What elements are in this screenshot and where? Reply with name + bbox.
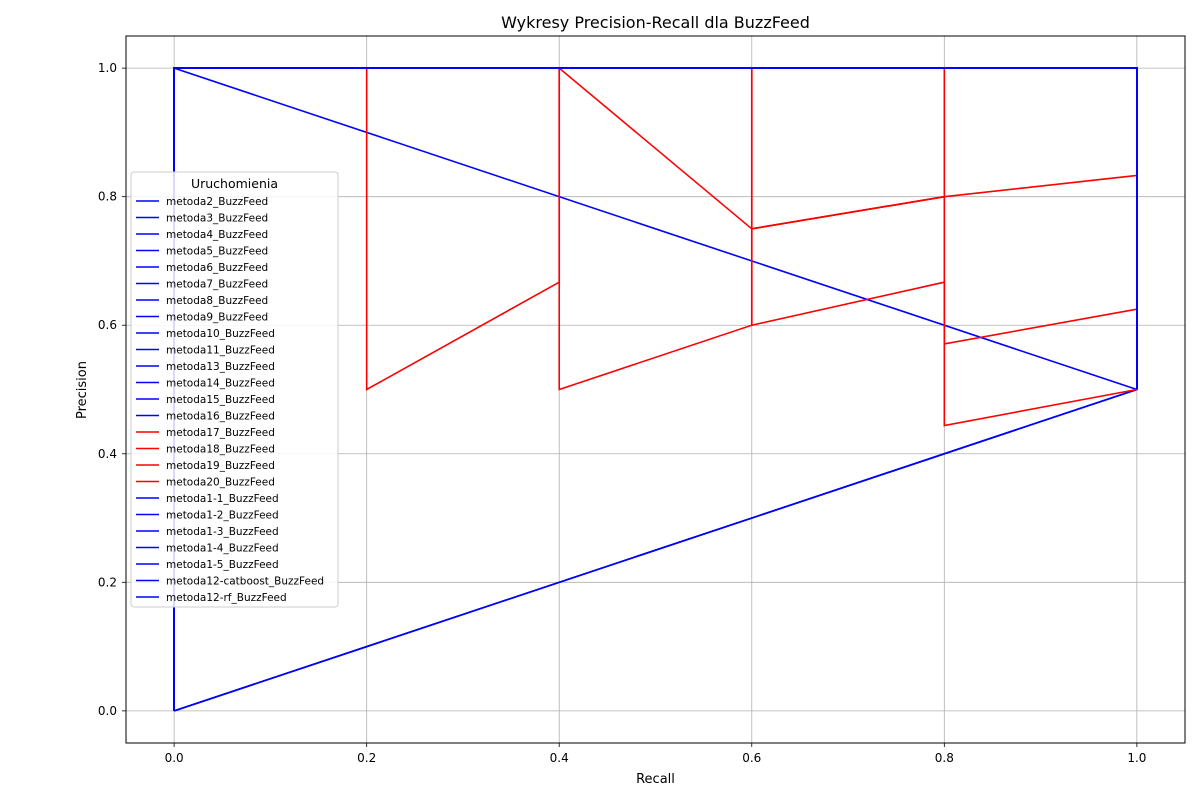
legend-entry-label: metoda17_BuzzFeed [166,427,275,439]
legend-entry-label: metoda12-rf_BuzzFeed [166,592,287,604]
y-tick-label: 0.0 [98,704,117,718]
legend-entry-label: metoda15_BuzzFeed [166,394,275,406]
x-tick-label: 0.4 [550,751,569,765]
legend-entry-label: metoda19_BuzzFeed [166,460,275,472]
legend-entry-label: metoda7_BuzzFeed [166,278,268,290]
x-tick-label: 0.8 [935,751,954,765]
legend-entry-label: metoda11_BuzzFeed [166,344,275,356]
legend-entry-label: metoda18_BuzzFeed [166,443,275,455]
legend-entry-label: metoda1-3_BuzzFeed [166,526,279,538]
legend-entry-label: metoda20_BuzzFeed [166,476,275,488]
legend-entry-label: metoda1-4_BuzzFeed [166,542,279,554]
legend-box [130,171,339,608]
legend-entry-label: metoda1-2_BuzzFeed [166,509,279,521]
legend-entry-label: metoda4_BuzzFeed [166,229,268,241]
series-layer [173,67,1138,712]
legend-entry-label: metoda14_BuzzFeed [166,377,275,389]
y-tick-label: 1.0 [98,61,117,75]
legend-entry-label: metoda1-1_BuzzFeed [166,493,279,505]
legend-title: Uruchomienia [191,176,278,191]
x-tick-label: 0.6 [742,751,761,765]
legend-entry-label: metoda9_BuzzFeed [166,311,268,323]
legend-entry-label: metoda13_BuzzFeed [166,361,275,373]
x-tick-label: 0.0 [165,751,184,765]
plot-frame [125,35,1186,744]
legend-entry-label: metoda12-catboost_BuzzFeed [166,575,324,587]
y-axis-label: Precision [75,361,90,419]
legend: Uruchomienia metoda2_BuzzFeed metoda3_Buz… [130,171,339,608]
legend-entry-label: metoda6_BuzzFeed [166,262,268,274]
chart-title: Wykresy Precision-Recall dla BuzzFeed [501,13,810,32]
legend-entry-label: metoda2_BuzzFeed [166,196,268,208]
legend-entry-label: metoda8_BuzzFeed [166,295,268,307]
legend-entry-label: metoda5_BuzzFeed [166,245,268,257]
y-tick-label: 0.8 [98,190,117,204]
legend-entry-label: metoda1-5_BuzzFeed [166,559,279,571]
legend-entry-label: metoda16_BuzzFeed [166,410,275,422]
y-tick-label: 0.2 [98,575,117,589]
x-axis-label: Recall [636,772,675,787]
legend-entry-label: metoda3_BuzzFeed [166,212,268,224]
legend-entry-label: metoda10_BuzzFeed [166,328,275,340]
x-tick-label: 1.0 [1127,751,1146,765]
y-tick-label: 0.4 [98,447,117,461]
ticks-layer: 0.0 0.2 0.4 0.6 0.8 1.0 0.0 0.2 0.4 0.6 0.8 1.0 [98,61,1147,765]
series-line-metoda14_BuzzFeed [173,388,1138,712]
x-tick-label: 0.2 [357,751,376,765]
y-tick-label: 0.6 [98,318,117,332]
